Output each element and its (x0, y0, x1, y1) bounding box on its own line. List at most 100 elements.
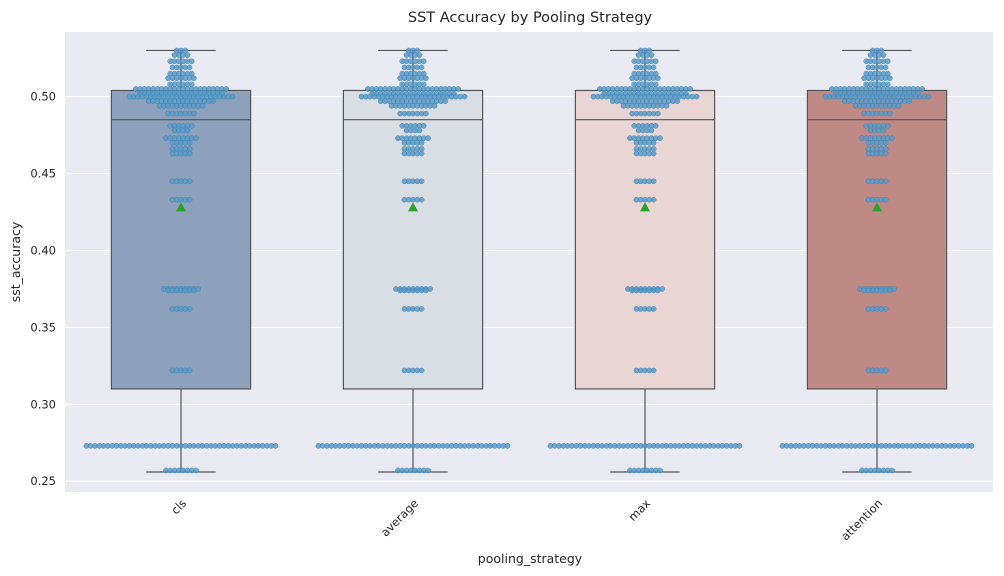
swarm-point (885, 70, 891, 77)
swarm-point (191, 75, 197, 81)
swarm-point (188, 123, 195, 129)
swarm-point (648, 52, 655, 58)
swarm-point (657, 135, 663, 141)
swarm-point (653, 70, 659, 77)
swarm-point (186, 150, 193, 157)
swarm-point (650, 196, 657, 203)
swarm-point (186, 306, 193, 312)
swarm-point (693, 93, 700, 100)
swarm-point (653, 123, 659, 129)
y-tick-label: 0.50 (30, 90, 56, 104)
x-tick-label: attention (838, 496, 885, 543)
swarm-point (882, 306, 889, 312)
swarm-point (423, 287, 429, 294)
swarm-point (885, 123, 891, 129)
swarm-point (418, 367, 425, 374)
swarm-point (674, 98, 681, 104)
swarm-point (186, 140, 193, 146)
swarm-point (420, 58, 427, 64)
swarm-attention (779, 47, 975, 474)
swarm-point (882, 150, 889, 157)
swarm-point (420, 70, 427, 77)
swarm-point (880, 127, 887, 134)
swarm-point (650, 64, 657, 71)
mean-marker (176, 202, 186, 212)
swarm-point (878, 47, 885, 54)
swarm-point (416, 52, 423, 58)
swarm-point (895, 103, 902, 109)
swarm-point (186, 64, 193, 71)
swarm-point (650, 150, 657, 157)
swarm-point (655, 110, 661, 117)
y-axis-ticks: 0.25 0.30 0.35 0.40 0.45 0.50 (30, 90, 56, 489)
swarm-point (193, 467, 199, 474)
swarm-point (650, 367, 657, 374)
swarm-point (882, 178, 889, 184)
swarm-point (657, 467, 663, 474)
swarm-point (919, 86, 925, 92)
swarm-point (423, 75, 429, 81)
swarm-point (882, 367, 889, 374)
swarm-point (882, 64, 889, 71)
swarm-point (925, 93, 932, 100)
swarm-point (655, 75, 661, 81)
box-body (574, 89, 716, 390)
swarm-point (199, 103, 206, 109)
swarm-point (418, 306, 425, 312)
swarm-point (885, 81, 891, 88)
swarm-point (650, 306, 657, 312)
y-tick-label: 0.35 (30, 320, 56, 334)
x-tick-label: cls (168, 496, 189, 517)
swarm-point (188, 58, 195, 64)
swarm-point (880, 52, 887, 58)
box-body (342, 89, 484, 390)
box-body (110, 89, 252, 390)
swarm-point (186, 178, 193, 184)
swarm-point (442, 98, 448, 104)
swarm-point (648, 127, 655, 134)
swarm-point (646, 47, 653, 54)
swarm-point (653, 81, 659, 88)
swarm-point (736, 443, 743, 449)
swarm-point (418, 64, 425, 71)
swarm-point (431, 103, 438, 109)
swarm-point (425, 135, 431, 141)
swarm-point (889, 467, 895, 474)
swarm-point (420, 123, 427, 129)
mean-markers (176, 202, 882, 212)
swarm-point (418, 150, 425, 157)
swarm-point (653, 58, 659, 64)
swarm-point (182, 47, 189, 54)
swarm-point (420, 81, 427, 88)
swarm-point (887, 75, 893, 81)
swarm-point (885, 58, 891, 64)
x-tick-label: average (378, 496, 421, 539)
swarm-point (906, 98, 913, 104)
swarm-point (887, 287, 893, 294)
swarm-point (504, 443, 511, 449)
y-axis-label: sst_accuracy (8, 221, 23, 302)
swarm-point (887, 110, 893, 117)
swarm-point (188, 70, 195, 77)
x-tick-label: max (625, 496, 653, 524)
swarm-point (663, 103, 670, 109)
swarm-point (425, 467, 431, 474)
swarm-point (223, 86, 229, 92)
swarm-point (418, 178, 425, 184)
swarm-cls (83, 47, 279, 474)
swarm-point (882, 196, 889, 203)
swarm-point (186, 367, 193, 374)
y-tick-label: 0.40 (30, 243, 56, 257)
swarm-point (184, 52, 191, 58)
swarm-point (650, 140, 657, 146)
swarm-point (889, 135, 895, 141)
swarm-point (191, 110, 197, 117)
chart-title: SST Accuracy by Pooling Strategy (408, 10, 653, 26)
swarm-point (418, 146, 425, 152)
swarm-point (188, 81, 195, 88)
swarm-point (882, 140, 889, 146)
swarm-point (461, 93, 468, 100)
swarm-point (418, 140, 425, 146)
swarm-points (83, 47, 975, 474)
